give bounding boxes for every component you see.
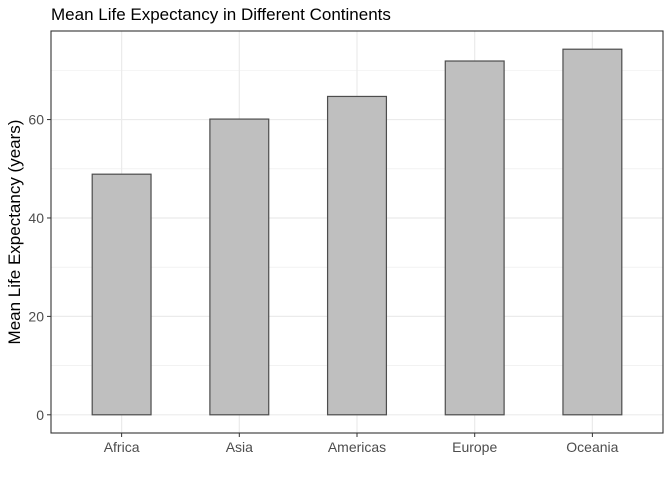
bars — [91, 48, 623, 416]
bar-europe — [444, 60, 505, 416]
y-axis-label: Mean Life Expectancy (years) — [5, 120, 24, 345]
bar-oceania — [562, 48, 623, 416]
bar-asia — [209, 118, 270, 416]
y-tick-label: 20 — [28, 308, 44, 324]
x-tick-label: Asia — [226, 439, 253, 455]
x-tick-label: Europe — [452, 439, 497, 455]
x-tick-label: Oceania — [566, 439, 618, 455]
y-tick-label: 60 — [28, 112, 44, 128]
y-tick-label: 40 — [28, 210, 44, 226]
y-tick-label: 0 — [36, 407, 44, 423]
y-axis: 0 20 40 60 — [28, 112, 51, 423]
x-tick-label: Americas — [328, 439, 386, 455]
bar-africa — [91, 173, 152, 416]
x-tick-label: Africa — [104, 439, 140, 455]
bar-americas — [326, 95, 388, 416]
x-axis: Africa Asia Americas Europe Oceania — [104, 433, 619, 455]
chart-title: Mean Life Expectancy in Different Contin… — [51, 5, 391, 24]
